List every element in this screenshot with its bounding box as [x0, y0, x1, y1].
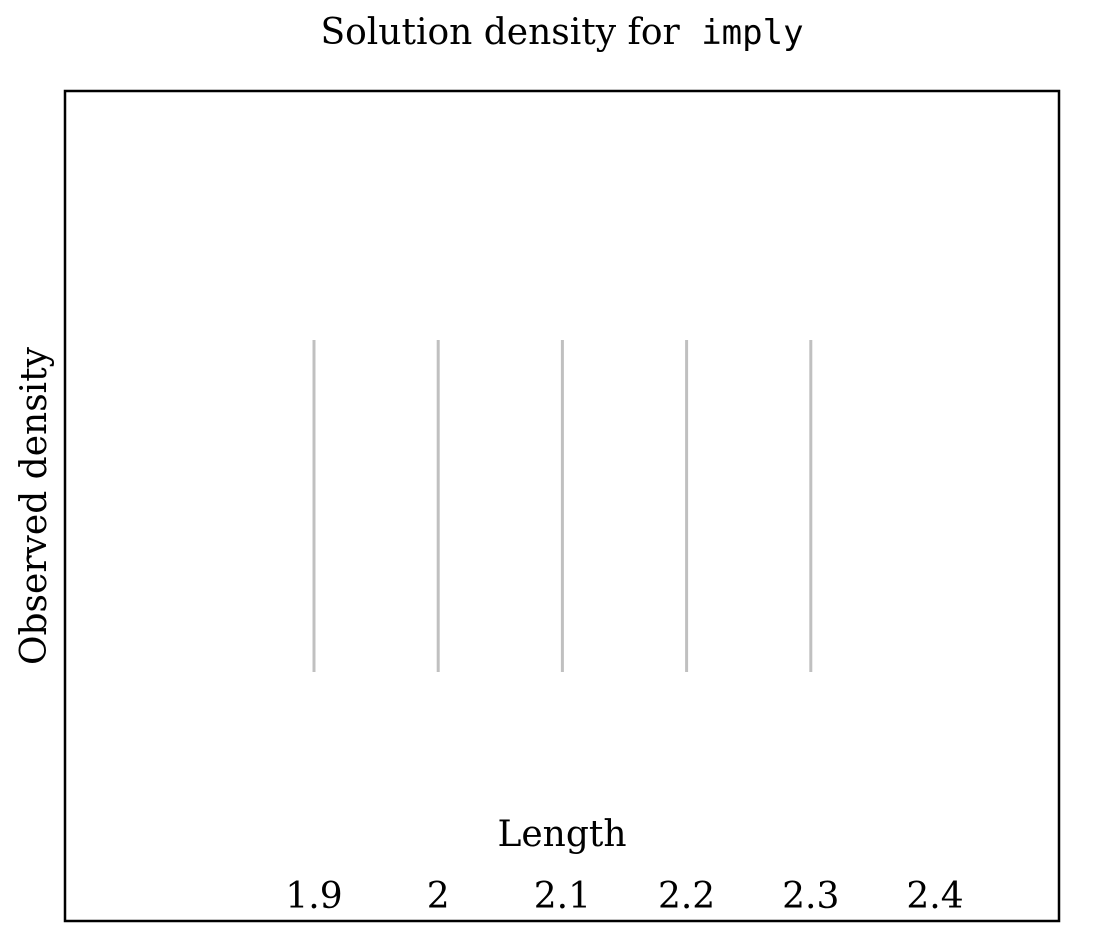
- x-tick-label: 2.1: [534, 876, 591, 917]
- chart-title-text: Solution density for: [320, 12, 680, 53]
- chart-title: Solution density for imply: [320, 12, 803, 53]
- x-tick-label: 2.3: [782, 876, 839, 917]
- x-axis-label: Length: [497, 814, 626, 855]
- plot-frame: [63, 89, 1061, 923]
- x-tick-label: 2.4: [906, 876, 963, 917]
- density-lines: [312, 340, 813, 672]
- x-tick-label: 2: [427, 876, 450, 917]
- x-tick-labels: 1.9 2 2.1 2.2 2.3 2.4: [285, 876, 963, 917]
- chart-title-code: imply: [701, 13, 803, 53]
- x-tick-label: 2.2: [658, 876, 715, 917]
- y-axis-label: Observed density: [14, 346, 55, 665]
- x-tick-label: 1.9: [285, 876, 342, 917]
